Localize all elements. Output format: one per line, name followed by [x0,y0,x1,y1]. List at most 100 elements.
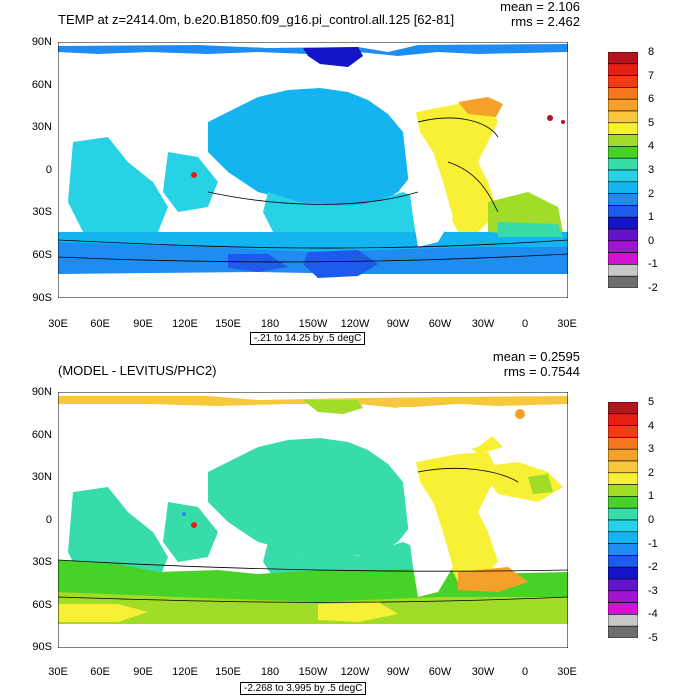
panel1-colorbar-swatch [608,181,638,194]
p1-lon-30e-end: 30E [557,318,577,330]
panel2-range-label: -2.268 to 3.995 by .5 degC [240,682,367,695]
panel1-colorbar-swatch [608,52,638,65]
panel1-colorbar-swatch [608,205,638,218]
panel2-colorbar-label: -1 [648,537,658,550]
p1-lon-30w: 30W [471,318,495,330]
p1-lon-120w: 120W [340,318,370,330]
p2-lat-90s: 90S [32,641,52,653]
panel1-colorbar-label: 2 [648,187,655,200]
panel2-colorbar-label: -3 [648,584,658,597]
panel2-colorbar-swatch [608,578,638,592]
panel2-colorbar-swatch [608,425,638,438]
panel2-colorbar-label: -5 [648,632,658,644]
panel2-colorbar-swatch [608,590,638,603]
panel1-colorbar-swatch [608,193,638,206]
p1-lat-90n: 90N [31,36,52,48]
panel1-colorbar-swatch [608,134,638,147]
p2-lon-120e: 120E [172,666,198,678]
p1-lat-60n: 60N [31,79,52,91]
panel1-colorbar-label: 6 [648,93,655,106]
panel1-colorbar-swatch [608,275,638,288]
panel2-colorbar-swatch [608,507,638,521]
p2-lon-0: 0 [521,666,529,678]
panel1-colorbar-label: 5 [648,116,655,129]
panel2-title: (MODEL - LEVITUS/PHC2) [58,363,217,378]
panel1-colorbar-label: 1 [648,211,655,224]
panel2-mean: mean = 0.2595 [492,349,580,364]
panel2-colorbar-swatch [608,402,638,415]
p1-lon-180: 180 [260,318,280,330]
p2-lon-180: 180 [260,666,280,678]
p2-lon-30e: 30E [48,666,68,678]
p2-lat-60n: 60N [31,429,52,441]
panel2-colorbar-swatch [608,555,638,568]
p1-lon-150e: 150E [215,318,241,330]
panel1-colorbar-swatch [608,169,638,183]
panel2-colorbar-label: 5 [648,396,655,408]
p1-lat-60s: 60S [32,249,52,261]
p2-lon-150w: 150W [298,666,328,678]
panel1-colorbar-swatch [608,216,638,230]
p1-lat-30s: 30S [32,206,52,218]
panel1-colorbar-label: 7 [648,69,655,82]
p2-lon-30e-end: 30E [557,666,577,678]
p2-lon-60w: 60W [428,666,452,678]
panel1-rms: rms = 2.462 [510,14,580,29]
panel2-colorbar-swatch [608,448,638,462]
panel1-colorbar-swatch [608,146,638,159]
panel1-colorbar-swatch [608,240,638,253]
panel1-mean: mean = 2.106 [500,0,580,14]
p2-lat-0: 0 [45,514,52,526]
panel2-colorbar-swatch [608,460,638,474]
p1-lat-30n: 30N [31,121,52,133]
panel1-colorbar-swatch [608,63,638,76]
panel1-colorbar-swatch [608,157,638,171]
panel2-colorbar-label: 2 [648,466,655,479]
p2-lon-60e: 60E [90,666,110,678]
panel1-map [58,42,568,298]
panel2-colorbar-swatch [608,566,638,580]
p1-lat-0: 0 [45,164,52,176]
panel1-colorbar-swatch [608,110,638,124]
panel1-colorbar-label: -1 [648,258,658,271]
panel1-colorbar-label: 4 [648,140,655,153]
p1-lon-30e: 30E [48,318,68,330]
p1-lon-60w: 60W [428,318,452,330]
panel1-colorbar-label: 3 [648,164,655,176]
p2-lat-30s: 30S [32,556,52,568]
panel2-colorbar-label: -2 [648,561,658,574]
panel1-colorbar-label: 8 [648,46,655,58]
panel2-colorbar-swatch [608,496,638,509]
p1-lon-90w: 90W [386,318,410,330]
panel1-colorbar-swatch [608,228,638,242]
panel2-colorbar-swatch [608,519,638,533]
p2-lon-150e: 150E [215,666,241,678]
panel2-colorbar [608,402,638,638]
panel2-colorbar-swatch [608,531,638,544]
p1-lat-90s: 90S [32,292,52,304]
panel2-colorbar-swatch [608,625,638,638]
panel1-colorbar-swatch [608,75,638,88]
p2-lon-90w: 90W [386,666,410,678]
panel2-map [58,392,568,648]
panel1-colorbar [608,52,638,288]
panel1-colorbar-swatch [608,98,638,112]
panel2-colorbar-label: 3 [648,443,655,456]
panel2-colorbar-label: -4 [648,608,658,621]
p1-lon-90e: 90E [133,318,153,330]
panel1-colorbar-label: 0 [648,234,655,247]
p1-lon-0: 0 [521,318,529,330]
panel2-rms: rms = 0.7544 [503,364,580,379]
panel2-colorbar-swatch [608,614,638,627]
panel1-range-label: -.21 to 14.25 by .5 degC [250,332,366,345]
p2-lon-30w: 30W [471,666,495,678]
panel1-colorbar-swatch [608,252,638,265]
panel2-colorbar-swatch [608,413,638,426]
panel2-colorbar-swatch [608,437,638,450]
panel1-colorbar-swatch [608,264,638,277]
panel1-title: TEMP at z=2414.0m, b.e20.B1850.f09_g16.p… [58,12,455,27]
panel2-colorbar-swatch [608,484,638,497]
panel2-colorbar-swatch [608,543,638,556]
panel2-colorbar-label: 0 [648,514,655,526]
p2-lat-30n: 30N [31,471,52,483]
